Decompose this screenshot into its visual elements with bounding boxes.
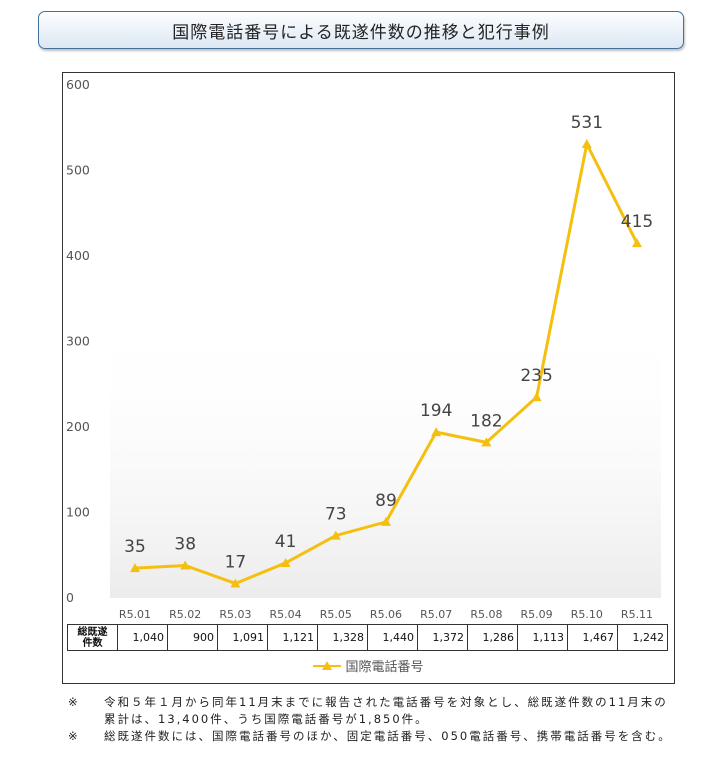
data-label: 235 [520, 366, 552, 386]
data-label: 182 [470, 411, 502, 431]
table-cell: 1,467 [567, 624, 618, 651]
data-point-marker [431, 427, 442, 437]
data-label: 35 [124, 537, 146, 557]
data-point-marker [180, 560, 191, 570]
data-point-marker [130, 563, 140, 573]
data-label: 17 [225, 552, 247, 572]
chart-frame: 0 100 200 300 400 500 600 R5.01 R5.02 R5.03 R5.04… [62, 72, 675, 684]
legend: 国際電話番号 [63, 656, 674, 675]
table-cell: 1,286 [467, 624, 518, 651]
x-tick-label: R5.10 [571, 608, 603, 621]
data-point-marker [230, 578, 241, 588]
data-point-marker [381, 516, 391, 526]
legend-triangle-line-icon [313, 660, 342, 670]
data-point-marker [330, 530, 341, 540]
data-label: 531 [571, 113, 603, 133]
note-text: 令和５年１月から同年11月末までに報告された電話番号を対象とし、総既遂件数の11… [104, 695, 668, 726]
note-item: ※ 総既遂件数には、国際電話番号のほか、固定電話番号、050電話番号、携帯電話番… [68, 728, 678, 745]
table-cell: 1,040 [117, 624, 168, 651]
data-point-marker [632, 238, 642, 248]
x-tick-label: R5.08 [470, 608, 502, 621]
table-cell: 1,372 [417, 624, 468, 651]
data-point-marker [481, 437, 492, 447]
notes: ※ 令和５年１月から同年11月末までに報告された電話番号を対象とし、総既遂件数の… [68, 694, 678, 745]
x-tick-label: R5.09 [521, 608, 553, 621]
y-tick-label: 0 [66, 590, 74, 605]
data-label: 73 [325, 505, 347, 525]
note-text: 総既遂件数には、国際電話番号のほか、固定電話番号、050電話番号、携帯電話番号を… [104, 729, 672, 743]
data-label: 38 [174, 535, 196, 555]
table-cell: 900 [167, 624, 218, 651]
data-label: 194 [420, 401, 452, 421]
y-tick-label: 300 [66, 334, 90, 349]
data-point-marker [531, 392, 542, 402]
table-cell: 1,091 [217, 624, 268, 651]
legend-label: 国際電話番号 [345, 660, 424, 675]
x-tick-label: R5.02 [169, 608, 201, 621]
data-point-marker [581, 138, 592, 148]
y-tick-label: 600 [66, 77, 90, 92]
data-label: 41 [275, 532, 297, 552]
data-point-marker [280, 557, 291, 567]
x-tick-label: R5.01 [119, 608, 151, 621]
x-tick-label: R5.07 [420, 608, 452, 621]
plot-area [110, 85, 661, 598]
x-tick-label: R5.04 [270, 608, 302, 621]
note-mark: ※ [68, 695, 80, 709]
data-label: 89 [375, 491, 397, 511]
page-title: 国際電話番号による既遂件数の推移と犯行事例 [38, 11, 684, 49]
line-chart: 0 100 200 300 400 500 600 R5.01 R5.02 R5.03 R5.04… [66, 77, 661, 621]
x-tick-label: R5.03 [219, 608, 251, 621]
y-tick-label: 100 [66, 505, 90, 520]
table-cell: 1,440 [367, 624, 418, 651]
y-tick-label: 400 [66, 248, 90, 263]
x-tick-label: R5.05 [320, 608, 352, 621]
data-label: 415 [621, 212, 653, 232]
x-tick-label: R5.06 [370, 608, 402, 621]
y-tick-label: 500 [66, 163, 90, 178]
x-tick-label: R5.11 [621, 608, 653, 621]
table-row-header: 総既遂 件数 [67, 624, 118, 651]
table-cell: 1,113 [517, 624, 568, 651]
table-cell: 1,121 [267, 624, 318, 651]
table-cell: 1,328 [317, 624, 368, 651]
total-cases-table: 総既遂 件数 1,040 900 1,091 1,121 1,328 1,440 1,372 1… [67, 624, 668, 651]
table-cell: 1,242 [617, 624, 668, 651]
note-item: ※ 令和５年１月から同年11月末までに報告された電話番号を対象とし、総既遂件数の… [68, 694, 678, 728]
note-mark: ※ [68, 729, 80, 743]
y-tick-label: 200 [66, 419, 90, 434]
